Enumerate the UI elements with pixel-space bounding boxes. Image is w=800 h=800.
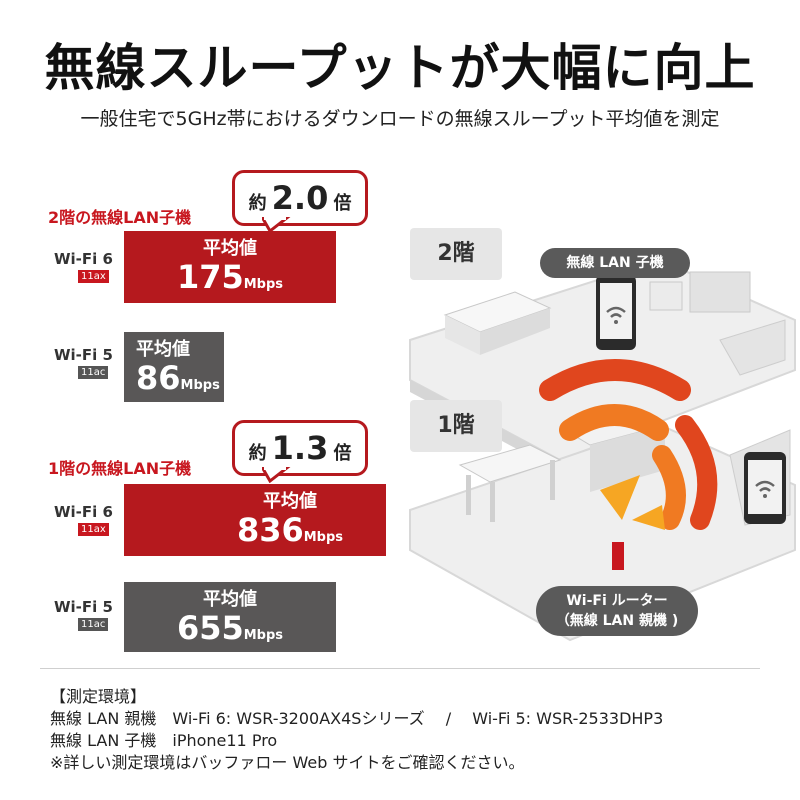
signal-core-left (600, 475, 640, 520)
env-line2: 無線 LAN 子機 iPhone11 Pro (50, 731, 278, 750)
floor1-box: 1階 (410, 400, 502, 452)
bed-front (445, 315, 480, 355)
signal-arc-middle (559, 404, 669, 441)
page-title: 無線スループットが大幅に向上 (44, 39, 756, 97)
bed-side (480, 308, 550, 355)
floor2-ratio-bubble: 約 2.0 倍 (232, 170, 368, 226)
env-line1: 無線 LAN 親機 Wi-Fi 6: WSR-3200AX4Sシリーズ / Wi… (50, 709, 664, 728)
chair (649, 281, 683, 311)
floor1-ratio-bubble: 約 1.3 倍 (232, 420, 368, 476)
floor1-wifi6-bar: 平均値 836Mbps (124, 484, 386, 556)
floor1-wifi6-tag: 11ax (78, 523, 109, 536)
signal-arc-right-inner (652, 445, 686, 530)
throughput-value: 655 (176, 609, 244, 647)
dining-table (458, 444, 562, 483)
throughput-value: 86 (136, 359, 181, 397)
avg-label: 平均値 (203, 589, 257, 610)
floor1-wifi5-tag: 11ac (78, 618, 109, 631)
signal-arc-outer (539, 359, 691, 401)
env-line3: ※詳しい測定環境はバッファロー Web サイトをご確認ください。 (50, 753, 525, 772)
router-label-line1: Wi-Fi ルーター (566, 593, 668, 609)
stairs-upper (719, 319, 786, 376)
footer-divider (40, 668, 760, 669)
floor1-bubble-tail (262, 467, 291, 483)
router-label-pill: Wi-Fi ルーター （無線 LAN 親機 ) (536, 586, 698, 636)
floor1-wifi5-bar: 平均値 655Mbps (124, 582, 336, 652)
signal-arc-right-outer (675, 415, 718, 530)
router-device (612, 542, 624, 570)
ratio-suffix: 倍 (333, 193, 352, 214)
ratio-suffix: 倍 (333, 443, 352, 464)
ratio-prefix: 約 (248, 443, 267, 464)
router-label-line2: （無線 LAN 親機 ) (555, 613, 679, 629)
floor2-box: 2階 (410, 228, 502, 280)
page-subtitle: 一般住宅で5GHz帯におけるダウンロードの無線スループット平均値を測定 (80, 108, 720, 130)
throughput-unit: Mbps (243, 628, 284, 643)
floor2-wifi5-tag: 11ac (78, 366, 109, 379)
throughput-unit: Mbps (303, 530, 344, 545)
avg-label: 平均値 (263, 491, 317, 512)
avg-label: 平均値 (203, 238, 257, 259)
throughput-unit: Mbps (180, 378, 220, 393)
floor2-wifi6-tag: 11ax (78, 270, 109, 283)
floor2-wifi5-bar: 平均値 86Mbps (124, 332, 224, 402)
floor1-label: 1階の無線LAN子機 (48, 459, 192, 478)
floor2-wifi6-name: Wi-Fi 6 (54, 250, 113, 268)
floor2-label: 2階の無線LAN子機 (48, 208, 192, 227)
throughput-value: 836 (236, 511, 304, 549)
house-illustration (409, 258, 796, 642)
signal-core-right (632, 505, 665, 530)
ratio-value: 1.3 (271, 429, 329, 467)
throughput-unit: Mbps (243, 277, 284, 292)
floor1-wifi6-name: Wi-Fi 6 (54, 503, 113, 521)
ratio-prefix: 約 (248, 193, 267, 214)
shelf (689, 271, 751, 313)
ratio-value: 2.0 (271, 179, 329, 217)
floor2-bubble-tail (262, 217, 291, 233)
throughput-value: 175 (176, 258, 244, 296)
env-heading: 【測定環境】 (50, 687, 147, 706)
floor1-wifi5-name: Wi-Fi 5 (54, 598, 113, 616)
client-label-pill: 無線 LAN 子機 (540, 248, 690, 278)
floor2-wifi5-name: Wi-Fi 5 (54, 346, 113, 364)
floor2-wifi6-bar: 平均値 175Mbps (124, 231, 336, 303)
avg-label: 平均値 (136, 339, 190, 360)
